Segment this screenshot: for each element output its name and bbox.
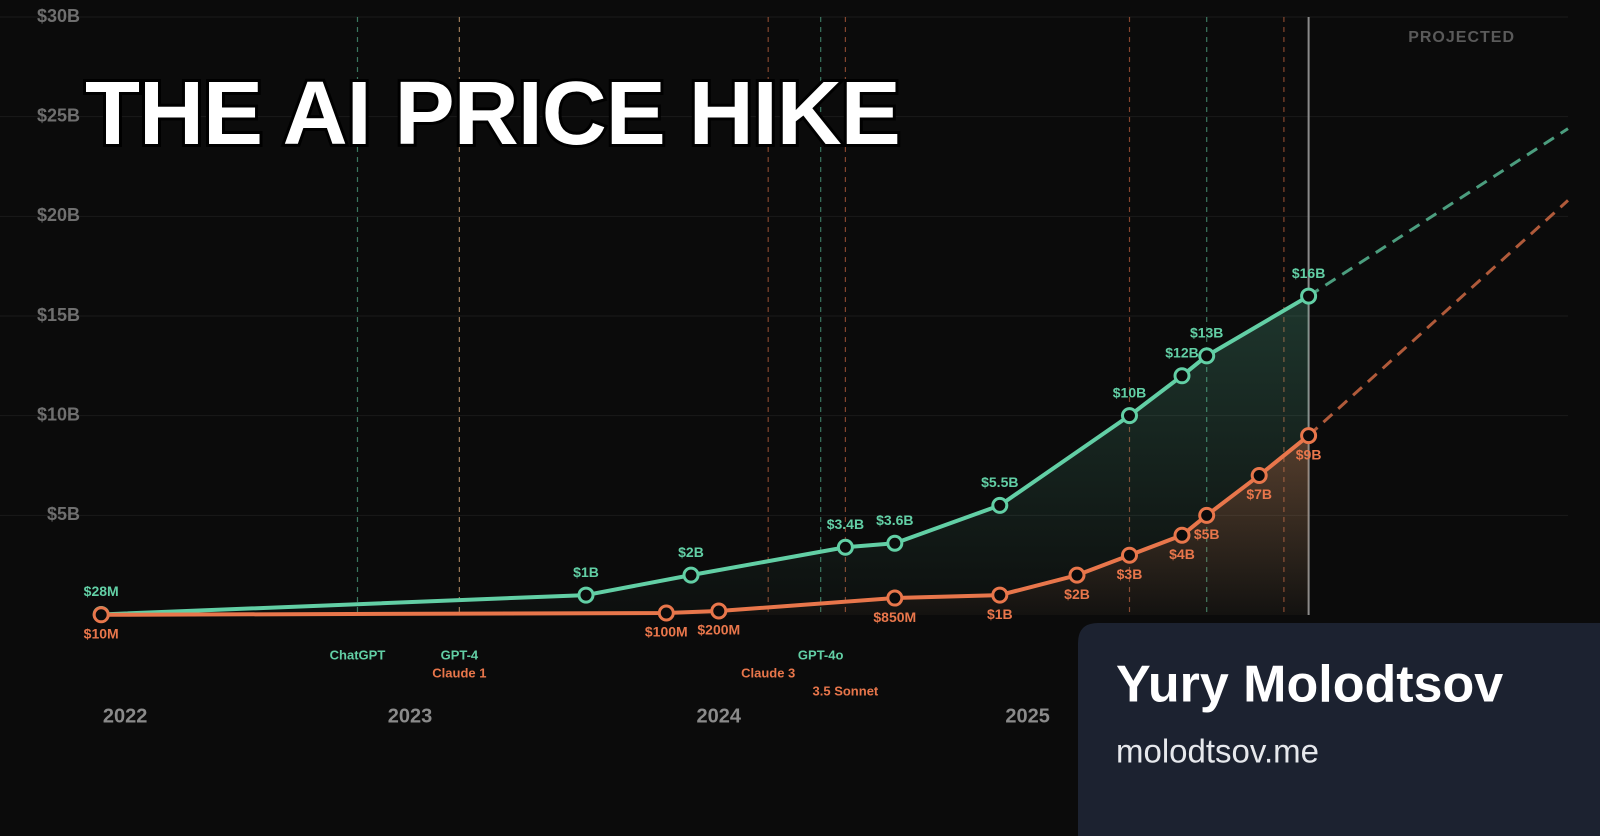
- x-tick-label: 2024: [697, 705, 742, 727]
- data-point: [886, 534, 904, 552]
- value-label: $100M: [645, 624, 688, 640]
- value-label: $2B: [1064, 586, 1090, 602]
- data-point: [1198, 347, 1216, 365]
- event-label: ChatGPT: [330, 647, 386, 662]
- value-label: $200M: [697, 622, 740, 638]
- data-point: [682, 566, 700, 584]
- data-point: [1198, 506, 1216, 524]
- author-site: molodtsov.me: [1116, 733, 1319, 770]
- value-label: $10M: [84, 626, 119, 642]
- data-point: [1250, 466, 1268, 484]
- value-label: $5B: [1194, 526, 1220, 542]
- y-tick-label: $5B: [47, 504, 80, 524]
- data-point: [1173, 367, 1191, 385]
- value-label: $3.4B: [827, 516, 864, 532]
- event-label: GPT-4o: [798, 647, 844, 662]
- area: [101, 435, 1309, 615]
- value-label: $3.6B: [876, 512, 913, 528]
- data-point: [577, 586, 595, 604]
- data-point: [1120, 407, 1138, 425]
- value-label: $10B: [1113, 384, 1146, 400]
- projected-label: PROJECTED: [1408, 29, 1515, 46]
- value-label: $7B: [1246, 486, 1272, 502]
- area: [101, 296, 1309, 615]
- value-label: $850M: [873, 609, 916, 625]
- y-tick-label: $25B: [37, 105, 80, 125]
- value-label: $2B: [678, 544, 704, 560]
- y-tick-label: $30B: [37, 6, 80, 26]
- line: [101, 294, 1310, 617]
- data-point: [657, 604, 675, 622]
- value-label: $5.5B: [981, 474, 1018, 490]
- x-tick-label: 2025: [1005, 705, 1050, 727]
- data-point: [1068, 566, 1086, 584]
- y-tick-label: $15B: [37, 305, 80, 325]
- data-point: [991, 586, 1009, 604]
- data-point: [92, 606, 110, 624]
- value-label: $9B: [1296, 446, 1322, 462]
- data-point: [1300, 427, 1318, 445]
- data-point: [1173, 526, 1191, 544]
- y-tick-label: $20B: [37, 205, 80, 225]
- line: [1307, 127, 1569, 298]
- value-label: $3B: [1117, 566, 1143, 582]
- data-point: [886, 589, 904, 607]
- data-point: [836, 538, 854, 556]
- event-label: 3.5 Sonnet: [813, 683, 879, 698]
- data-point: [1300, 287, 1318, 305]
- value-label: $4B: [1169, 546, 1195, 562]
- value-label: $13B: [1190, 325, 1223, 341]
- data-point: [710, 602, 728, 620]
- value-label: $1B: [987, 606, 1013, 622]
- value-label: $1B: [573, 564, 599, 580]
- y-tick-label: $10B: [37, 404, 80, 424]
- data-point: [991, 496, 1009, 514]
- value-label: $16B: [1292, 265, 1325, 281]
- x-tick-label: 2023: [388, 705, 433, 727]
- line: [1307, 199, 1570, 437]
- author-card: [1078, 623, 1600, 836]
- event-label: Claude 3: [741, 665, 795, 680]
- plot: $5B $10B $15B $20B $25B $30B 2022 2023 2024 2025 C…: [0, 6, 1570, 727]
- event-label: GPT-4: [441, 647, 479, 662]
- author-name: Yury Molodtsov: [1116, 656, 1503, 714]
- chart-title: THE AI PRICE HIKE: [85, 64, 900, 164]
- event-label: Claude 1: [432, 665, 486, 680]
- data-point: [1120, 546, 1138, 564]
- x-tick-label: 2022: [103, 705, 148, 727]
- value-label: $12B: [1165, 345, 1198, 361]
- value-label: $28M: [84, 583, 119, 599]
